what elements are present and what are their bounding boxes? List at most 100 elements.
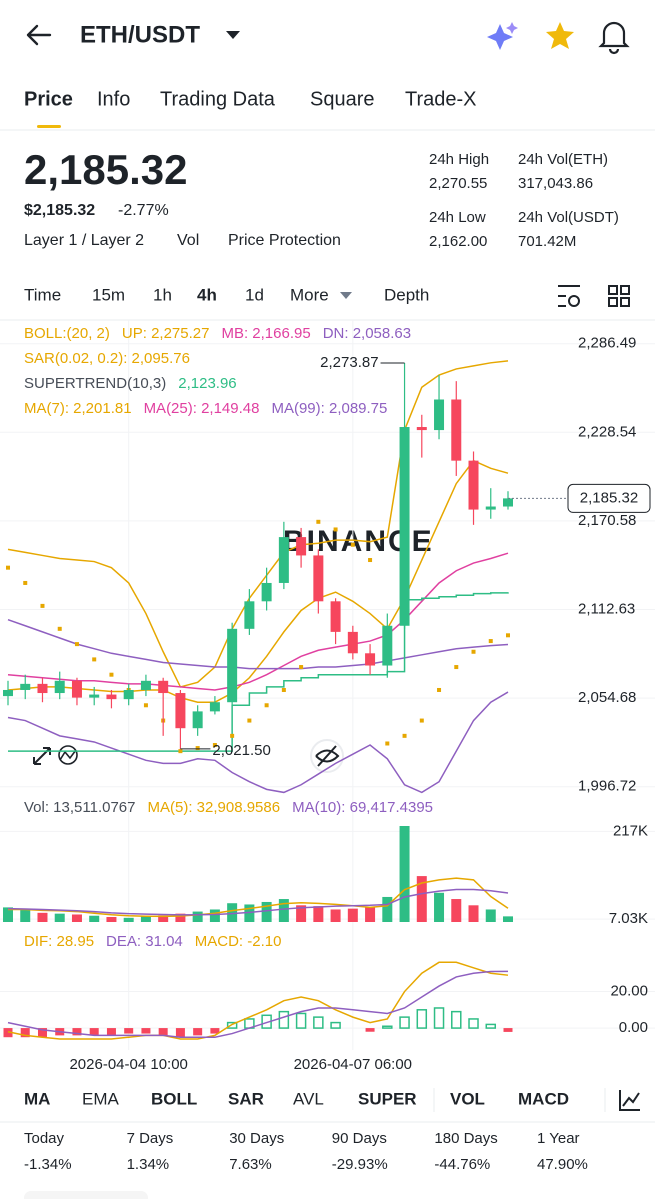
volume-bar xyxy=(485,909,496,922)
favorite-star[interactable] xyxy=(546,22,574,49)
indicator-tab[interactable]: BOLL xyxy=(151,1089,197,1108)
x-tick-label: 2026-04-07 06:00 xyxy=(294,1056,412,1073)
candle-body xyxy=(261,582,272,602)
interval[interactable]: Time xyxy=(24,285,61,304)
sar-dot xyxy=(178,749,183,754)
y-tick-label: 217K xyxy=(613,822,648,839)
candle-body xyxy=(468,460,479,510)
indicator-tab[interactable]: EMA xyxy=(82,1089,120,1108)
candle-body xyxy=(451,399,462,461)
macd-line xyxy=(7,970,509,1038)
last-price: 2,185.32 xyxy=(24,146,188,193)
price-change: -2.77% xyxy=(118,202,169,219)
price-tag[interactable]: Vol xyxy=(177,232,199,249)
legend-item: MACD: -2.10 xyxy=(195,933,282,950)
volume-bar xyxy=(192,911,203,922)
macd-bar xyxy=(175,1028,185,1038)
price-tag[interactable]: Layer 1 / Layer 2 xyxy=(24,232,144,249)
interval[interactable]: 1h xyxy=(153,285,172,304)
y-tick-label: 2,170.58 xyxy=(578,512,636,529)
sar-dot xyxy=(6,565,10,570)
macd-bar xyxy=(503,1028,513,1032)
pair-title[interactable]: ETH/USDT xyxy=(80,21,200,48)
legend-item: MA(7): 2,201.81 xyxy=(24,400,132,417)
interval[interactable]: 1d xyxy=(245,285,264,304)
legend-item: DEA: 31.04 xyxy=(106,933,183,950)
usd-price: $2,185.32 xyxy=(24,202,95,219)
interval[interactable]: More xyxy=(290,285,329,304)
macd-bar xyxy=(158,1028,168,1036)
macd-bar xyxy=(72,1028,82,1036)
candle-body xyxy=(192,711,203,729)
volume-ma-line xyxy=(7,888,509,916)
candle-body xyxy=(89,694,100,698)
legend-row: MA(7): 2,201.81 MA(25): 2,149.48 MA(99): 2… xyxy=(24,400,387,417)
indicator-tab[interactable]: SAR xyxy=(228,1089,264,1108)
stat-label: 24h Vol(ETH) xyxy=(518,151,608,168)
indicator-line xyxy=(7,691,509,794)
stat-label: 24h High xyxy=(429,151,489,168)
tab[interactable]: Info xyxy=(97,88,130,110)
macd-bar xyxy=(193,1028,203,1036)
sar-dot xyxy=(333,527,338,532)
tab[interactable]: Square xyxy=(310,88,375,110)
indicator-tab[interactable]: SUPER xyxy=(358,1089,417,1108)
volume-ma-line xyxy=(8,877,509,918)
tab[interactable]: Trading Data xyxy=(160,88,276,110)
indicator-tab[interactable]: MA xyxy=(24,1089,50,1108)
interval[interactable]: 15m xyxy=(92,285,125,304)
interval[interactable]: 4h xyxy=(197,285,217,304)
candle-body xyxy=(123,689,134,700)
volume-bar xyxy=(313,906,324,922)
macd-bar xyxy=(141,1028,151,1034)
chart-type-icon[interactable] xyxy=(619,1090,640,1111)
candle-body xyxy=(416,427,427,431)
indicator-tab[interactable]: VOL xyxy=(450,1089,485,1108)
indicator-tab[interactable]: MACD xyxy=(518,1089,569,1108)
bottom-pill xyxy=(24,1191,148,1199)
interval[interactable]: Depth xyxy=(384,285,429,304)
settings-icon[interactable] xyxy=(558,285,580,307)
indicator-line xyxy=(7,618,509,670)
more-caret[interactable] xyxy=(340,292,352,299)
macd-bar xyxy=(365,1028,375,1032)
perf-label: 90 Days xyxy=(332,1130,387,1147)
indicator-tab[interactable]: AVL xyxy=(293,1089,324,1108)
y-tick-label: 7.03K xyxy=(609,910,648,927)
alert-bell[interactable] xyxy=(598,21,630,55)
macd-bar xyxy=(124,1028,134,1034)
legend-item: MA(25): 2,149.48 xyxy=(144,400,260,417)
tab[interactable]: Price xyxy=(24,88,73,110)
layout-icon[interactable] xyxy=(608,285,630,307)
pair-caret[interactable] xyxy=(226,31,240,39)
volume-bar xyxy=(503,916,513,922)
legend-item: MA(5): 32,908.9586 xyxy=(148,799,281,816)
volume-bar xyxy=(434,892,445,922)
sar-dot xyxy=(368,558,373,563)
candle-body xyxy=(20,683,31,690)
volume-bar xyxy=(451,899,462,922)
perf-label: 7 Days xyxy=(127,1130,174,1147)
low-label: 2,021.50 xyxy=(212,742,270,759)
expand-icon[interactable] xyxy=(33,747,51,765)
sar-dot xyxy=(143,703,148,708)
volume-bar xyxy=(20,909,31,922)
price-tag[interactable]: Price Protection xyxy=(228,232,341,249)
sar-dot xyxy=(74,642,79,647)
macd-bar xyxy=(451,1010,462,1029)
y-tick-label: 1,996.72 xyxy=(578,778,636,795)
back-button[interactable] xyxy=(26,24,52,46)
tab[interactable]: Trade-X xyxy=(405,88,477,110)
macd-bar xyxy=(295,1012,307,1029)
ai-icon[interactable] xyxy=(487,22,518,50)
candle-body xyxy=(382,625,393,666)
volume-bar xyxy=(468,905,479,922)
hide-icon[interactable] xyxy=(310,739,344,773)
sar-dot xyxy=(40,603,45,608)
volume-bar xyxy=(330,909,341,922)
macd-line xyxy=(7,961,509,1040)
indicator-icon[interactable] xyxy=(58,745,78,765)
perf-label: 30 Days xyxy=(229,1130,284,1147)
sar-dot xyxy=(471,649,476,654)
